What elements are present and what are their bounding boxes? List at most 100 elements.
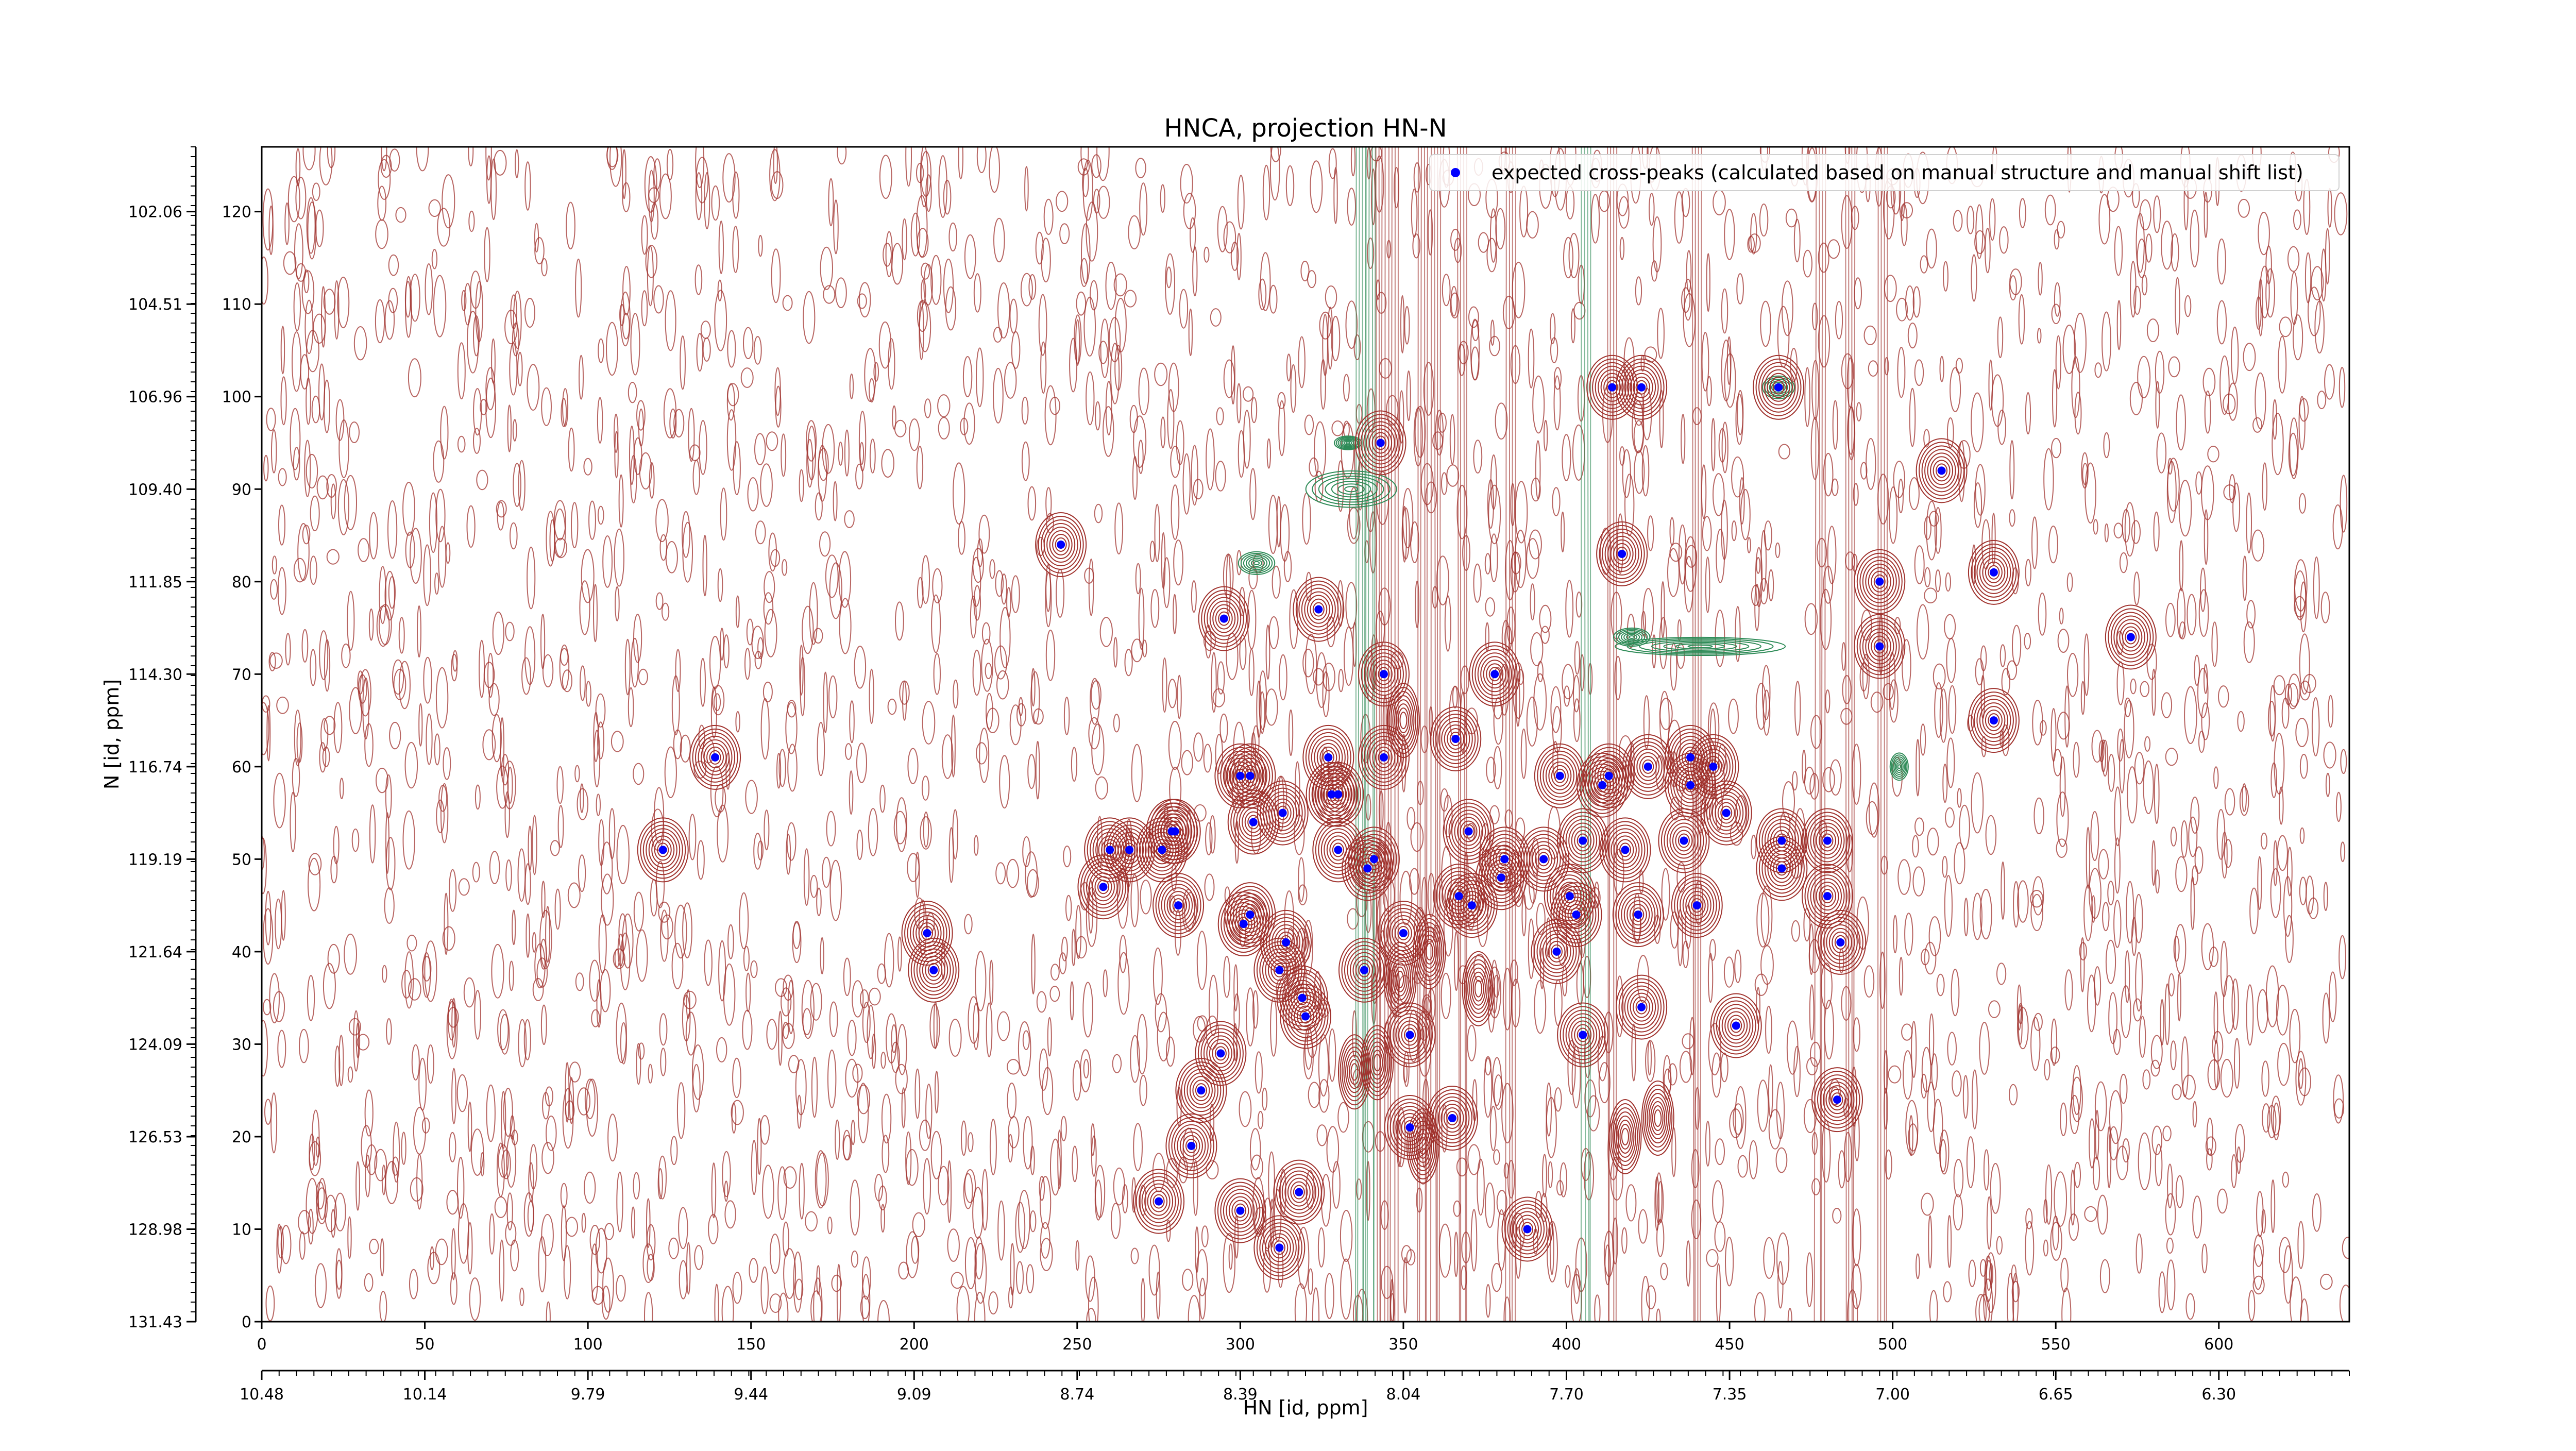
ridge-artifact <box>1887 147 1888 1322</box>
noise-contour <box>2339 936 2346 979</box>
noise-contour <box>1639 1210 1648 1243</box>
noise-contour <box>824 672 827 733</box>
noise-contour <box>1732 521 1736 541</box>
noise-contour <box>1158 1013 1170 1061</box>
noise-contour <box>1503 968 1512 1030</box>
noise-contour <box>2147 644 2156 679</box>
noise-contour <box>728 925 734 959</box>
noise-contour <box>2099 850 2109 879</box>
noise-contour <box>1066 896 1071 921</box>
noise-contour <box>923 1159 930 1214</box>
noise-contour <box>2167 1238 2173 1253</box>
noise-contour <box>1224 360 1234 398</box>
x-tick-label: 550 <box>2041 1336 2071 1354</box>
noise-contour <box>1684 294 1696 347</box>
noise-contour <box>2094 967 2100 1005</box>
noise-contour <box>793 923 801 949</box>
noise-contour <box>285 633 290 665</box>
noise-contour <box>2144 761 2154 814</box>
noise-contour <box>1279 655 1287 700</box>
n-ppm-axis: 131.43128.98126.53124.09121.64119.19116.… <box>128 147 196 1331</box>
y-tick-label: 30 <box>232 1036 251 1054</box>
noise-contour <box>1100 617 1112 647</box>
noise-contour <box>1852 744 1860 804</box>
noise-contour <box>656 593 663 610</box>
noise-contour <box>1346 583 1357 629</box>
noise-contour <box>845 744 852 760</box>
noise-contour <box>1479 233 1488 252</box>
noise-contour <box>749 1258 757 1282</box>
noise-contour <box>1693 408 1701 425</box>
noise-contour <box>1943 262 1948 291</box>
noise-contour <box>2143 1070 2150 1089</box>
noise-contour <box>1728 699 1738 734</box>
cross-peak-marker <box>1990 716 1998 724</box>
noise-contour <box>1724 957 1734 987</box>
noise-contour <box>540 939 546 969</box>
cross-peak-marker <box>1566 892 1574 900</box>
noise-contour <box>760 1116 769 1144</box>
noise-contour <box>300 1232 305 1259</box>
noise-contour <box>2125 951 2129 1003</box>
noise-contour <box>584 459 591 475</box>
noise-contour <box>701 321 710 338</box>
noise-contour <box>2026 393 2030 434</box>
noise-contour <box>2261 833 2267 849</box>
noise-contour <box>1325 1274 1334 1319</box>
noise-contour <box>331 856 337 883</box>
noise-contour <box>1028 754 1035 788</box>
noise-contour <box>816 493 822 520</box>
noise-contour <box>666 291 676 350</box>
noise-contour <box>1803 250 1812 277</box>
noise-contour <box>1683 1034 1694 1049</box>
noise-contour <box>2300 634 2310 694</box>
noise-contour <box>500 1240 504 1301</box>
noise-contour <box>399 662 410 709</box>
noise-contour <box>976 743 987 764</box>
noise-contour <box>1715 1139 1724 1165</box>
noise-contour <box>2218 686 2228 707</box>
noise-contour <box>435 573 438 594</box>
noise-contour <box>2208 446 2218 462</box>
noise-contour <box>850 374 853 399</box>
noise-contour <box>1764 1238 1774 1278</box>
noise-contour <box>1155 363 1167 385</box>
noise-contour <box>1947 638 1956 682</box>
noise-contour <box>743 328 753 359</box>
noise-contour <box>1040 1176 1050 1228</box>
noise-contour <box>403 811 415 869</box>
noise-contour <box>1174 540 1183 585</box>
noise-contour <box>2274 676 2285 695</box>
noise-contour <box>429 200 440 216</box>
noise-contour <box>1531 584 1535 620</box>
noise-contour <box>1045 386 1056 445</box>
noise-contour <box>497 1143 504 1197</box>
noise-contour <box>1565 1266 1570 1287</box>
ppm-tick-label: 6.65 <box>2039 1386 2073 1404</box>
noise-contour <box>566 203 575 249</box>
noise-contour <box>1544 420 1547 451</box>
noise-contour <box>1115 298 1126 352</box>
noise-contour <box>349 687 362 734</box>
noise-contour <box>662 603 669 620</box>
noise-contour <box>1777 1082 1784 1139</box>
cross-peak-marker <box>1220 615 1228 623</box>
noise-contour <box>736 712 739 732</box>
noise-contour <box>2212 622 2217 666</box>
noise-contour <box>870 669 874 723</box>
noise-contour <box>1303 649 1313 677</box>
noise-contour <box>1964 898 1968 936</box>
noise-contour <box>2320 1274 2332 1289</box>
noise-contour <box>1885 358 1889 375</box>
noise-contour <box>1737 274 1743 304</box>
noise-contour <box>1844 1133 1852 1182</box>
noise-contour <box>1316 653 1326 707</box>
noise-contour <box>1580 655 1584 691</box>
noise-contour <box>308 858 320 911</box>
noise-contour <box>2306 253 2311 303</box>
noise-contour <box>1192 581 1196 612</box>
ridge-artifact <box>1380 147 1382 1322</box>
noise-contour <box>803 1009 811 1035</box>
noise-contour <box>869 808 878 856</box>
